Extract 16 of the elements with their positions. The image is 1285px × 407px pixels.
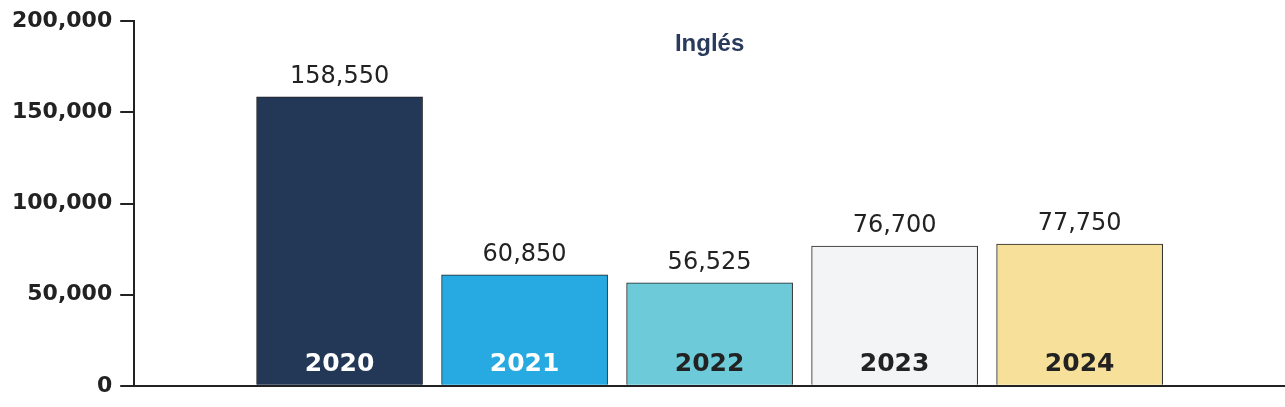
data-label: 77,750 <box>1037 208 1122 237</box>
y-tick-label: 100,000 <box>12 189 113 215</box>
y-tick-label: 0 <box>96 371 113 397</box>
x-tick-label: 2021 <box>489 348 560 378</box>
x-tick-label: 2023 <box>859 348 930 378</box>
data-label: 60,850 <box>482 239 567 268</box>
x-tick-label: 2020 <box>304 348 375 378</box>
chart-title: Inglés <box>674 28 745 56</box>
y-tick-label: 50,000 <box>27 280 113 306</box>
x-tick-label: 2022 <box>674 348 745 378</box>
y-tick-label: 150,000 <box>12 98 113 124</box>
y-tick-label: 200,000 <box>12 6 113 32</box>
data-label: 158,550 <box>289 61 390 89</box>
data-label: 56,525 <box>667 246 752 275</box>
data-label: 76,700 <box>852 210 937 239</box>
x-tick-label: 2024 <box>1044 348 1115 378</box>
